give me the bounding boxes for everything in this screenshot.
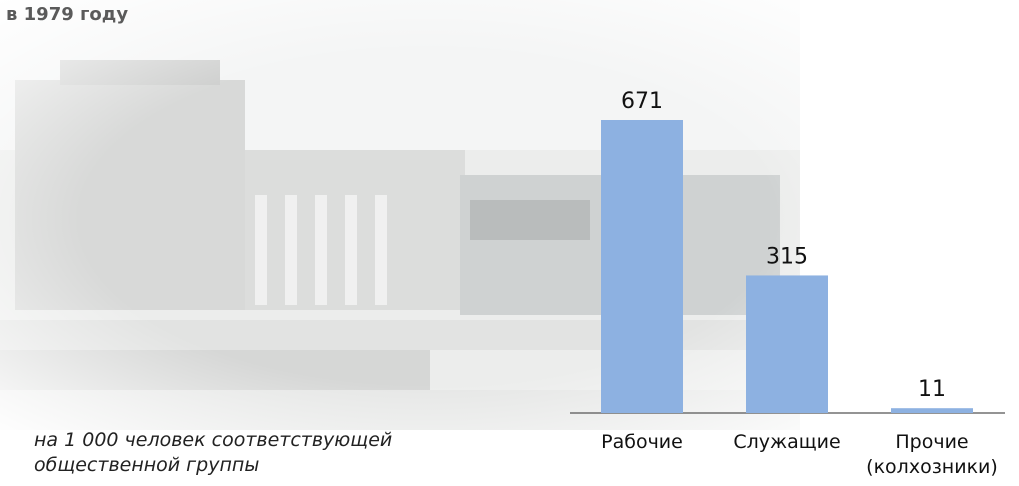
footnote: на 1 000 человек соответствующей обществ… (34, 429, 393, 476)
value-label: 11 (918, 377, 946, 402)
x-tick-label: Рабочие (601, 431, 683, 453)
x-tick-label: Служащие (733, 431, 841, 453)
bar (891, 408, 973, 413)
value-label: 315 (766, 244, 808, 269)
bar (746, 275, 828, 413)
x-tick-label: Прочие (колхозники) (866, 431, 998, 478)
title: в 1979 году (6, 4, 129, 25)
bar (601, 120, 683, 413)
value-label: 671 (621, 89, 663, 114)
